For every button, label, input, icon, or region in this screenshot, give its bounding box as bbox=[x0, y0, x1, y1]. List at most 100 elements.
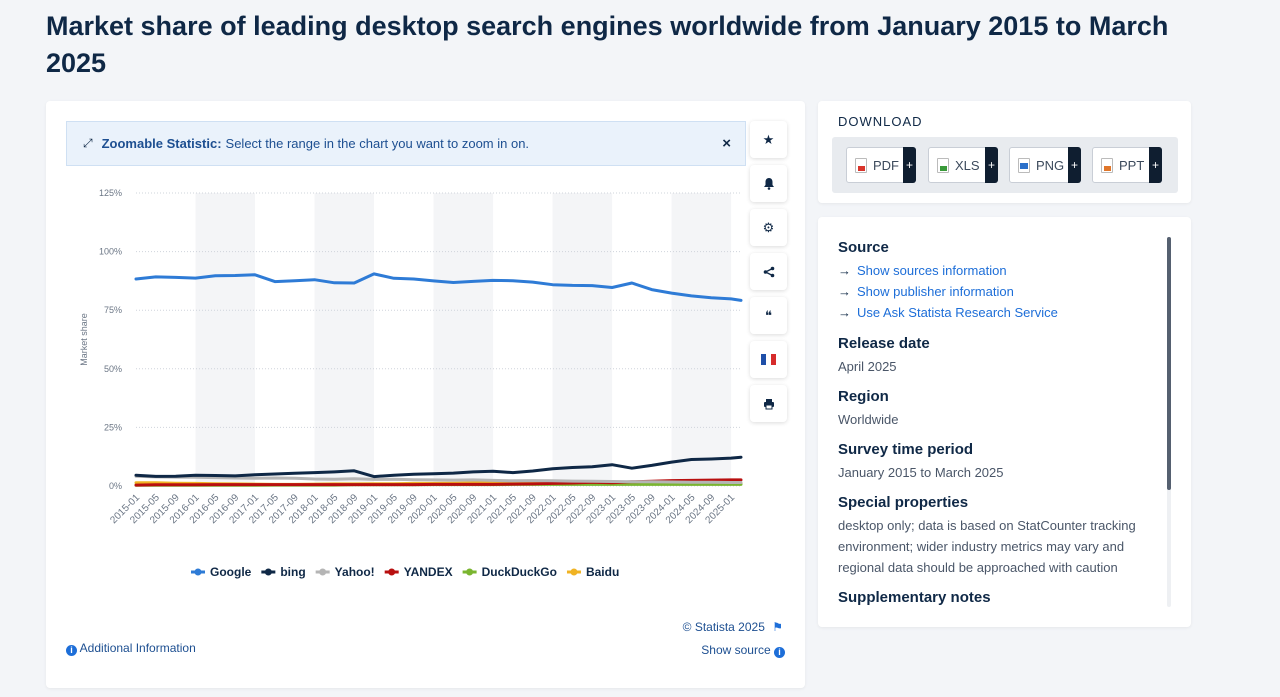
ask-statista-link[interactable]: → Use Ask Statista Research Service bbox=[838, 302, 1158, 323]
plot-band bbox=[552, 193, 613, 486]
legend-label-baidu: Baidu bbox=[586, 565, 619, 579]
additional-information-link[interactable]: i Additional Information bbox=[66, 641, 196, 656]
chart-card: ⤢ Zoomable Statistic: Select the range i… bbox=[46, 101, 805, 688]
show-source-label: Show source bbox=[701, 643, 771, 657]
plot-band bbox=[671, 193, 732, 486]
region-value: Worldwide bbox=[838, 412, 899, 427]
legend-marker-duckduckgo bbox=[466, 568, 474, 576]
expand-icon: ⤢ bbox=[83, 136, 93, 150]
gear-icon: ⚙ bbox=[762, 219, 775, 235]
quote-icon: ❝ bbox=[765, 307, 772, 323]
xls-file-icon bbox=[937, 157, 949, 173]
close-icon[interactable]: × bbox=[722, 135, 731, 152]
plus-icon: + bbox=[985, 147, 998, 183]
download-ppt-label: PPT bbox=[1119, 157, 1145, 173]
download-pdf-label: PDF bbox=[873, 157, 899, 173]
cite-button[interactable]: ❝ bbox=[750, 297, 787, 334]
additional-information-label: Additional Information bbox=[79, 641, 196, 655]
download-xls-button[interactable]: XLS + bbox=[928, 147, 998, 183]
print-icon bbox=[763, 398, 774, 409]
download-card: DOWNLOAD PDF + XLS + PNG + PPT + bbox=[818, 101, 1191, 203]
scrollbar[interactable] bbox=[1167, 237, 1171, 607]
legend-marker-google bbox=[194, 568, 202, 576]
y-axis-label: Market share bbox=[79, 313, 89, 366]
region-heading: Region bbox=[838, 388, 889, 405]
plot-band bbox=[314, 193, 375, 486]
arrow-right-icon: → bbox=[838, 263, 851, 278]
page-title: Market share of leading desktop search e… bbox=[46, 11, 1169, 78]
share-button[interactable] bbox=[750, 253, 787, 290]
download-png-label: PNG bbox=[1036, 157, 1065, 173]
series-line-google bbox=[134, 272, 743, 302]
pdf-file-icon bbox=[855, 157, 867, 173]
zoom-banner: ⤢ Zoomable Statistic: Select the range i… bbox=[66, 121, 746, 166]
source-heading: Source bbox=[838, 239, 889, 256]
statistic-info-panel[interactable]: Source → Show sources information → Show p… bbox=[818, 217, 1191, 627]
special-properties-heading: Special properties bbox=[838, 494, 969, 511]
settings-button[interactable]: ⚙ bbox=[750, 209, 787, 246]
plot-band bbox=[433, 193, 494, 486]
y-tick-label: 75% bbox=[104, 305, 122, 315]
info-icon: i bbox=[774, 647, 785, 658]
plus-icon: + bbox=[903, 147, 916, 183]
download-pdf-button[interactable]: PDF + bbox=[846, 147, 916, 183]
legend-marker-yandex bbox=[388, 568, 396, 576]
legend-label-bing: bing bbox=[280, 565, 305, 579]
legend-label-duckduckgo: DuckDuckGo bbox=[482, 565, 557, 579]
show-sources-label: Show sources information bbox=[857, 263, 1007, 278]
legend-label-google: Google bbox=[210, 565, 252, 579]
y-tick-label: 50% bbox=[104, 364, 122, 374]
download-ppt-button[interactable]: PPT + bbox=[1092, 147, 1162, 183]
plus-icon: + bbox=[1068, 147, 1081, 183]
ask-statista-label: Use Ask Statista Research Service bbox=[857, 305, 1058, 320]
special-properties-value: desktop only; data is based on StatCount… bbox=[838, 518, 1136, 575]
release-date-heading: Release date bbox=[838, 335, 930, 352]
scrollbar-thumb[interactable] bbox=[1167, 237, 1171, 490]
share-icon bbox=[763, 266, 774, 277]
show-publisher-link[interactable]: → Show publisher information bbox=[838, 281, 1158, 302]
legend-label-yahoo: Yahoo! bbox=[335, 565, 375, 579]
legend-marker-bing bbox=[264, 568, 272, 576]
favorite-button[interactable]: ★ bbox=[750, 121, 787, 158]
notification-button[interactable] bbox=[750, 165, 787, 202]
y-tick-label: 0% bbox=[109, 481, 122, 491]
series-line-yahoo bbox=[134, 474, 743, 484]
flag-icon: ⚑ bbox=[772, 620, 783, 634]
print-button[interactable] bbox=[750, 385, 787, 422]
star-icon: ★ bbox=[762, 131, 775, 147]
download-xls-label: XLS bbox=[955, 157, 980, 173]
show-publisher-label: Show publisher information bbox=[857, 284, 1014, 299]
download-strip: PDF + XLS + PNG + PPT + bbox=[832, 137, 1178, 193]
arrow-right-icon: → bbox=[838, 305, 851, 320]
y-tick-label: 25% bbox=[104, 422, 122, 432]
show-source-link[interactable]: Show source i bbox=[701, 643, 785, 658]
france-flag-icon bbox=[760, 354, 777, 365]
supplementary-notes-heading: Supplementary notes bbox=[838, 589, 991, 606]
chart-toolbar: ★ ⚙ ❝ bbox=[750, 121, 787, 429]
survey-period-heading: Survey time period bbox=[838, 441, 974, 458]
zoom-banner-label: Zoomable Statistic: bbox=[101, 136, 222, 151]
download-title: DOWNLOAD bbox=[838, 114, 923, 129]
statista-credit[interactable]: © Statista 2025 ⚑ bbox=[683, 620, 783, 634]
release-date-value: April 2025 bbox=[838, 359, 897, 374]
language-button[interactable] bbox=[750, 341, 787, 378]
credit-text: © Statista 2025 bbox=[682, 620, 765, 634]
info-icon: i bbox=[66, 645, 77, 656]
png-file-icon bbox=[1018, 157, 1030, 173]
download-png-button[interactable]: PNG + bbox=[1009, 147, 1081, 183]
survey-period-value: January 2015 to March 2025 bbox=[838, 465, 1004, 480]
series-line-bing bbox=[134, 455, 743, 479]
show-sources-link[interactable]: → Show sources information bbox=[838, 260, 1158, 281]
legend-label-yandex: YANDEX bbox=[404, 565, 453, 579]
plus-icon: + bbox=[1149, 147, 1162, 183]
line-chart[interactable]: 0%25%50%75%100%125%Market share2015-0120… bbox=[46, 176, 746, 611]
ppt-file-icon bbox=[1101, 157, 1113, 173]
arrow-right-icon: → bbox=[838, 284, 851, 299]
plot-band bbox=[195, 193, 256, 486]
y-tick-label: 125% bbox=[99, 188, 122, 198]
legend-marker-baidu bbox=[570, 568, 578, 576]
zoom-banner-text: Select the range in the chart you want t… bbox=[225, 136, 530, 151]
y-tick-label: 100% bbox=[99, 247, 122, 257]
bell-icon bbox=[763, 178, 774, 190]
legend-marker-yahoo bbox=[319, 568, 327, 576]
